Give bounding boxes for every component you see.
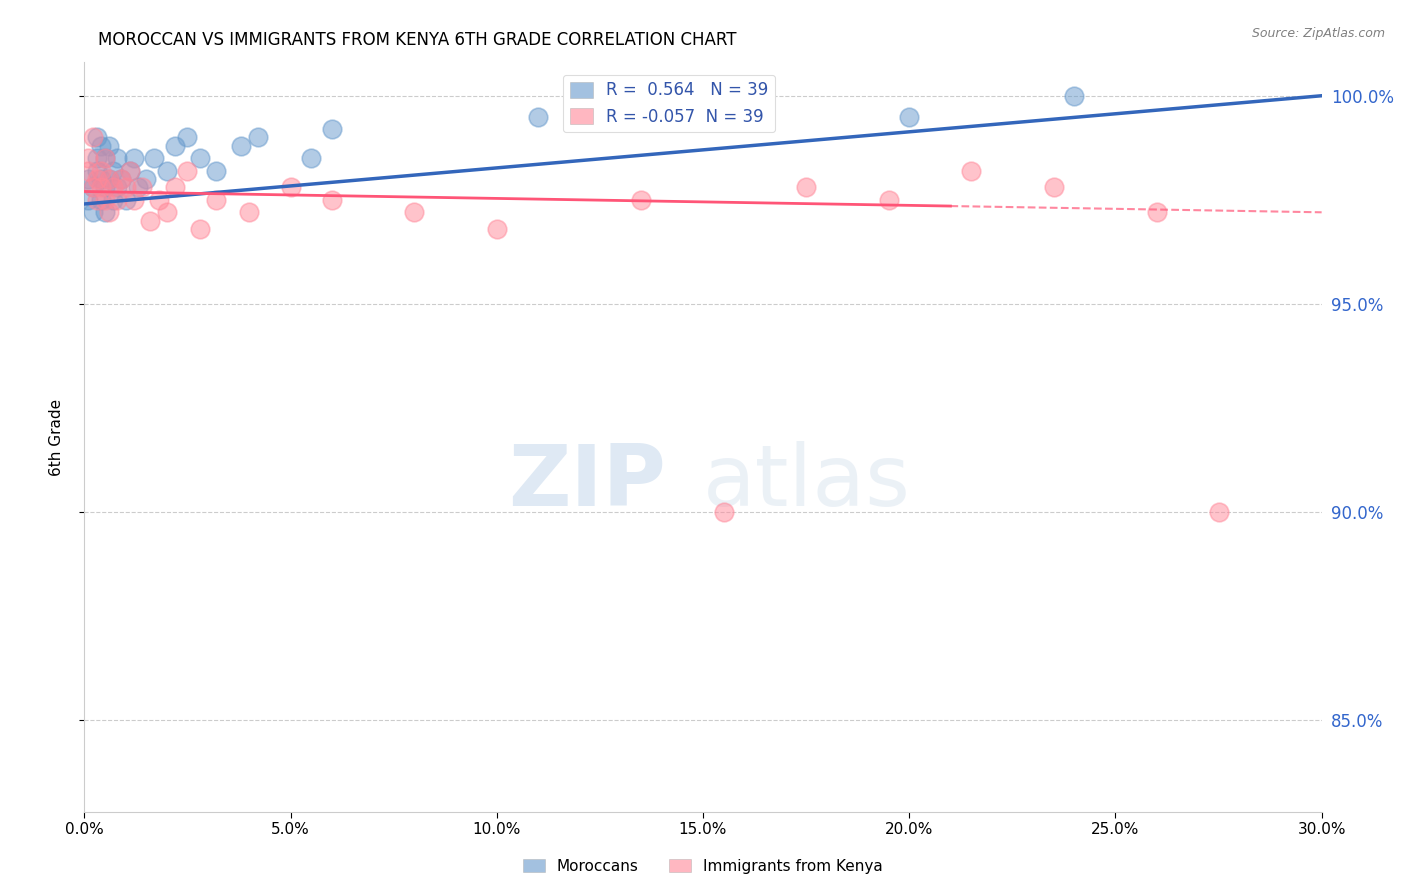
Point xyxy=(246,130,269,145)
Point xyxy=(98,172,121,186)
Text: Source: ZipAtlas.com: Source: ZipAtlas.com xyxy=(1251,27,1385,40)
Point xyxy=(156,205,179,219)
Point xyxy=(143,151,166,165)
Point xyxy=(527,110,550,124)
Point xyxy=(1146,205,1168,219)
Point xyxy=(485,222,508,236)
Legend: R =  0.564   N = 39, R = -0.057  N = 39: R = 0.564 N = 39, R = -0.057 N = 39 xyxy=(562,75,775,132)
Point xyxy=(103,193,125,207)
Point xyxy=(90,172,112,186)
Point xyxy=(280,180,302,194)
Point xyxy=(82,180,104,194)
Point xyxy=(205,163,228,178)
Point xyxy=(94,151,117,165)
Point xyxy=(103,180,125,194)
Point xyxy=(105,151,128,165)
Point xyxy=(90,180,112,194)
Point xyxy=(630,193,652,207)
Point xyxy=(1208,505,1230,519)
Point xyxy=(86,130,108,145)
Point xyxy=(299,151,322,165)
Point xyxy=(118,163,141,178)
Point xyxy=(86,151,108,165)
Point xyxy=(77,151,100,165)
Point xyxy=(82,180,104,194)
Point xyxy=(148,193,170,207)
Point xyxy=(110,172,132,186)
Point xyxy=(176,163,198,178)
Point xyxy=(713,505,735,519)
Point xyxy=(103,163,125,178)
Text: atlas: atlas xyxy=(703,441,911,524)
Text: MOROCCAN VS IMMIGRANTS FROM KENYA 6TH GRADE CORRELATION CHART: MOROCCAN VS IMMIGRANTS FROM KENYA 6TH GR… xyxy=(98,31,737,49)
Point xyxy=(156,163,179,178)
Point xyxy=(86,172,108,186)
Point xyxy=(165,138,187,153)
Point xyxy=(188,222,211,236)
Point xyxy=(94,205,117,219)
Point xyxy=(713,97,735,112)
Point xyxy=(118,163,141,178)
Point xyxy=(90,193,112,207)
Point xyxy=(90,163,112,178)
Point xyxy=(98,205,121,219)
Point xyxy=(960,163,983,178)
Point xyxy=(105,193,128,207)
Point xyxy=(82,205,104,219)
Legend: Moroccans, Immigrants from Kenya: Moroccans, Immigrants from Kenya xyxy=(517,853,889,880)
Point xyxy=(877,193,900,207)
Point xyxy=(114,180,136,194)
Point xyxy=(898,110,921,124)
Point xyxy=(82,130,104,145)
Point xyxy=(122,193,145,207)
Point xyxy=(404,205,426,219)
Point xyxy=(86,163,108,178)
Point xyxy=(105,180,128,194)
Point xyxy=(1063,88,1085,103)
Point xyxy=(321,193,343,207)
Point xyxy=(238,205,260,219)
Point xyxy=(1042,180,1064,194)
Point xyxy=(188,151,211,165)
Point xyxy=(98,138,121,153)
Point xyxy=(176,130,198,145)
Point xyxy=(98,172,121,186)
Point xyxy=(229,138,252,153)
Point xyxy=(205,193,228,207)
Y-axis label: 6th Grade: 6th Grade xyxy=(49,399,63,475)
Point xyxy=(127,180,149,194)
Point xyxy=(165,180,187,194)
Point xyxy=(321,122,343,136)
Text: ZIP: ZIP xyxy=(508,441,666,524)
Point xyxy=(794,180,817,194)
Point xyxy=(86,193,108,207)
Point xyxy=(122,151,145,165)
Point xyxy=(94,180,117,194)
Point xyxy=(110,172,132,186)
Point xyxy=(94,151,117,165)
Point xyxy=(114,193,136,207)
Point xyxy=(131,180,153,194)
Point xyxy=(77,172,100,186)
Point xyxy=(77,163,100,178)
Point xyxy=(139,213,162,227)
Point xyxy=(90,138,112,153)
Point xyxy=(77,193,100,207)
Point xyxy=(135,172,157,186)
Point xyxy=(94,193,117,207)
